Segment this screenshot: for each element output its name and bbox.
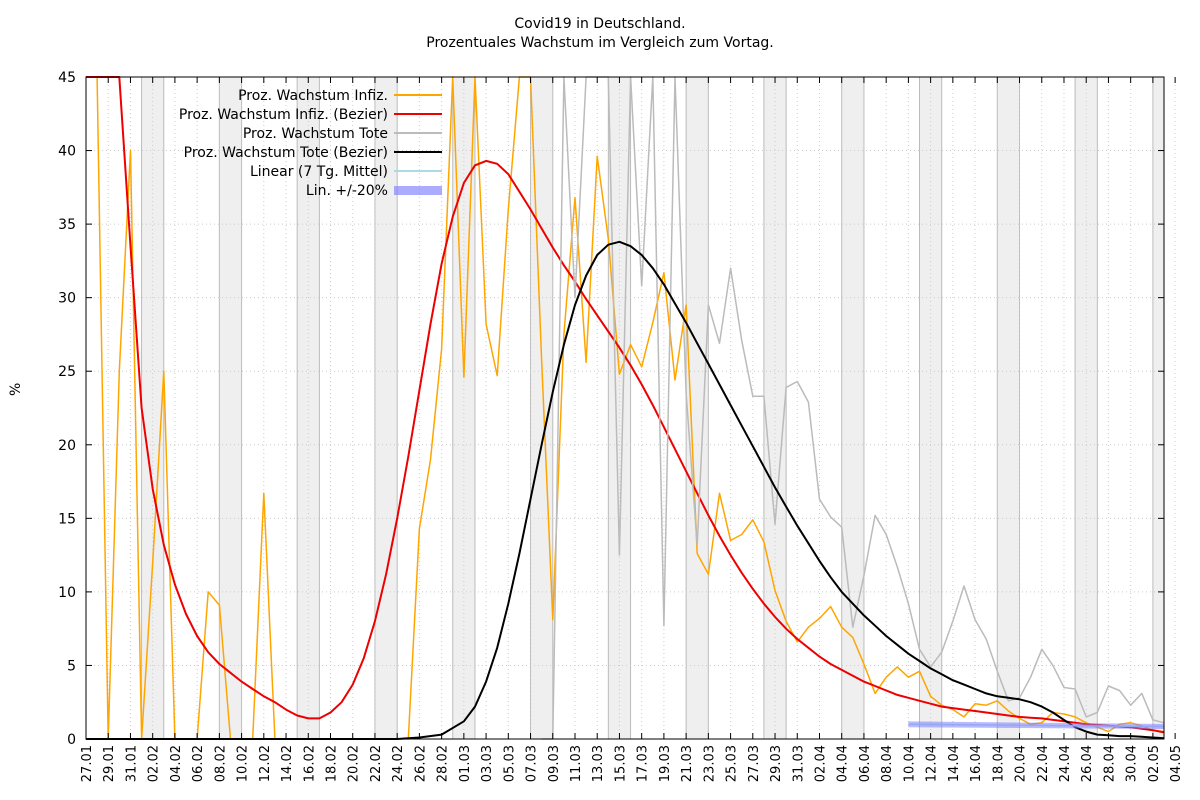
- x-tick-label: 02.02: [147, 745, 162, 782]
- x-tick-label: 18.02: [324, 745, 339, 782]
- x-tick-label: 28.02: [436, 745, 451, 782]
- plot-frame: [85, 76, 1165, 740]
- x-tick-label: 02.04: [813, 745, 828, 782]
- weekend-band: [374, 77, 398, 739]
- x-tick-label: 04.02: [169, 745, 184, 782]
- legend-label: Proz. Wachstum Tote (Bezier): [184, 145, 388, 161]
- x-tick-label: 03.03: [480, 745, 495, 782]
- x-tick-label: 16.02: [302, 745, 317, 782]
- x-tick-label: 10.02: [236, 745, 251, 782]
- x-tick-label: 17.03: [636, 745, 651, 782]
- weekend-band: [686, 77, 709, 739]
- x-tick-label: 04.05: [1169, 745, 1184, 782]
- weekend-band: [919, 77, 942, 739]
- x-tick-label: 20.02: [347, 745, 362, 782]
- x-tick-label: 12.04: [925, 745, 940, 782]
- legend-label: Proz. Wachstum Tote: [243, 126, 388, 142]
- series-proz-wachstum-infiz-bezier: [86, 76, 1165, 734]
- chart-subtitle: Prozentuales Wachstum im Vergleich zum V…: [426, 35, 774, 51]
- x-tick-label: 06.04: [858, 745, 873, 782]
- weekend-band: [530, 77, 553, 739]
- x-tick-label: 02.05: [1147, 745, 1162, 782]
- y-tick-label: 10: [58, 585, 76, 601]
- x-tick-label: 08.02: [213, 745, 228, 782]
- y-tick-label: 15: [58, 511, 76, 527]
- x-tick-label: 26.02: [413, 745, 428, 782]
- legend-label: Lin. +/-20%: [306, 183, 388, 199]
- weekend-band: [997, 77, 1020, 739]
- x-tick-label: 15.03: [613, 745, 628, 782]
- y-tick-label: 5: [67, 658, 76, 674]
- y-tick-label: 35: [58, 217, 76, 233]
- x-tick-label: 31.01: [124, 745, 139, 782]
- x-tick-label: 14.04: [947, 745, 962, 782]
- x-tick-label: 22.02: [369, 745, 384, 782]
- series-proz-wachstum-tote: [541, 76, 1165, 740]
- y-tick-label: 0: [67, 732, 76, 748]
- chart-title: Covid19 in Deutschland.: [514, 16, 686, 32]
- x-tick-label: 10.04: [902, 745, 917, 782]
- x-tick-label: 20.04: [1014, 745, 1029, 782]
- x-tick-label: 05.03: [502, 745, 517, 782]
- x-tick-label: 24.04: [1058, 745, 1073, 782]
- y-tick-label: 45: [58, 70, 76, 86]
- x-tick-label: 24.02: [391, 745, 406, 782]
- legend-label: Linear (7 Tg. Mittel): [250, 164, 388, 180]
- x-tick-label: 06.02: [191, 745, 206, 782]
- x-tick-label: 27.03: [747, 745, 762, 782]
- x-tick-label: 30.04: [1125, 745, 1140, 782]
- weekend-band: [1075, 77, 1098, 739]
- x-tick-label: 19.03: [658, 745, 673, 782]
- weekend-band: [608, 77, 631, 739]
- x-tick-label: 23.03: [702, 745, 717, 782]
- x-tick-label: 12.02: [258, 745, 273, 782]
- x-tick-label: 14.02: [280, 745, 295, 782]
- x-tick-label: 18.04: [991, 745, 1006, 782]
- x-tick-label: 01.03: [458, 745, 473, 782]
- weekend-band: [841, 77, 864, 739]
- weekend-band: [219, 77, 242, 739]
- top-margin: [0, 0, 1200, 77]
- y-tick-label: 20: [58, 438, 76, 454]
- weekend-band: [763, 77, 787, 739]
- x-tick-label: 16.04: [969, 745, 984, 782]
- series-proz-wachstum-tote-bezier: [86, 240, 1165, 740]
- x-tick-label: 04.04: [836, 745, 851, 782]
- weekend-band: [297, 77, 320, 739]
- x-tick-label: 09.03: [547, 745, 562, 782]
- legend-swatch: [394, 186, 442, 195]
- x-tick-label: 31.03: [791, 745, 806, 782]
- x-tick-label: 11.03: [569, 745, 584, 782]
- legend-label: Proz. Wachstum Infiz.: [238, 88, 388, 104]
- y-tick-label: 30: [58, 291, 76, 307]
- weekend-band: [1152, 77, 1164, 739]
- x-tick-label: 22.04: [1036, 745, 1051, 782]
- x-tick-label: 29.01: [102, 745, 117, 782]
- x-tick-label: 25.03: [725, 745, 740, 782]
- x-tick-label: 21.03: [680, 745, 695, 782]
- x-tick-label: 08.04: [880, 745, 895, 782]
- x-tick-label: 28.04: [1102, 745, 1117, 782]
- series-lin-20: [908, 721, 1164, 729]
- x-tick-label: 27.01: [80, 745, 95, 782]
- legend-label: Proz. Wachstum Infiz. (Bezier): [179, 107, 388, 123]
- y-tick-label: 40: [58, 144, 76, 160]
- x-tick-label: 29.03: [769, 745, 784, 782]
- x-tick-label: 07.03: [525, 745, 540, 782]
- weekend-band: [141, 77, 164, 739]
- x-tick-label: 13.03: [591, 745, 606, 782]
- x-tick-label: 26.04: [1080, 745, 1095, 782]
- y-tick-label: 25: [58, 364, 76, 380]
